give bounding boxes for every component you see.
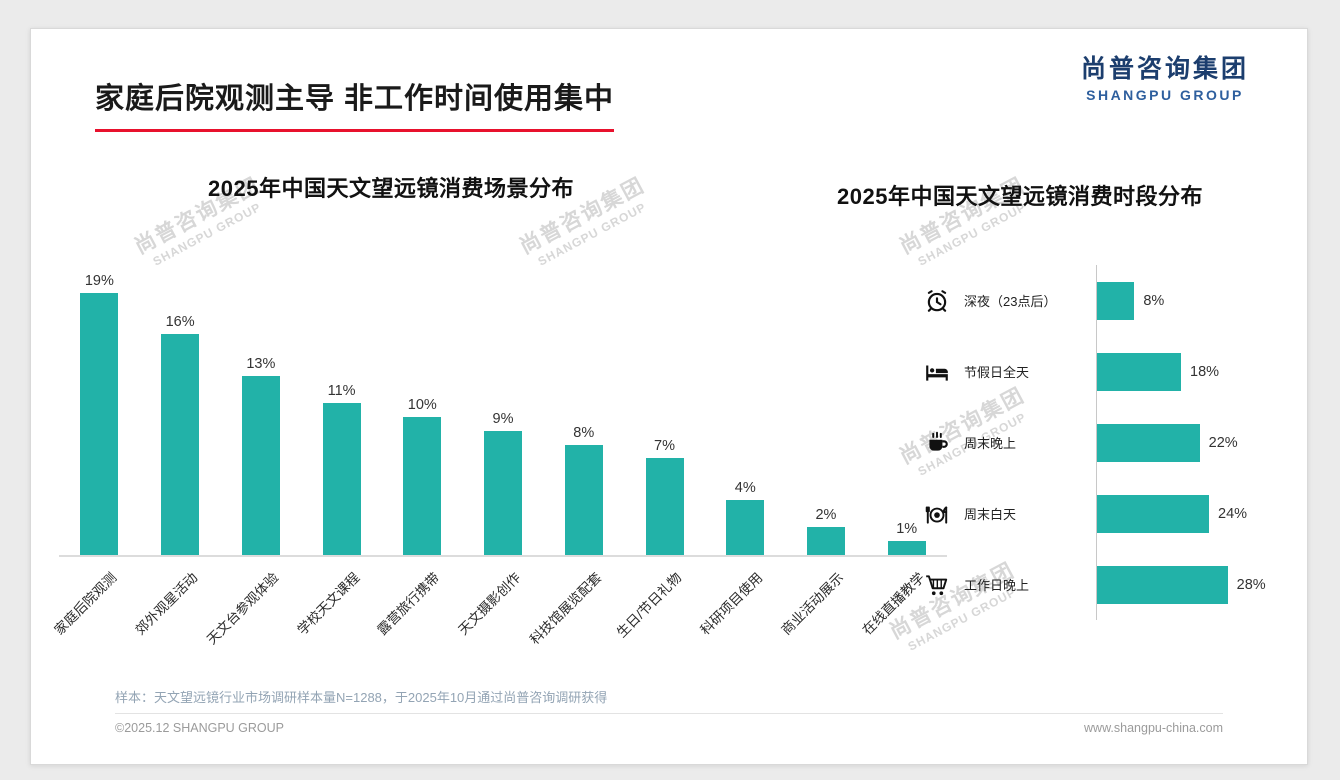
company-logo: 尚普咨询集团 SHANGPU GROUP	[1081, 49, 1249, 103]
page-header: 家庭后院观测主导 非工作时间使用集中	[95, 75, 615, 132]
bar-value-label: 18%	[1190, 363, 1220, 380]
bar-category-label: 天文摄影创作	[455, 569, 524, 638]
copyright-text: ©2025.12 SHANGPU GROUP	[115, 721, 284, 735]
dining-icon	[924, 501, 964, 527]
time-slot-bar-chart: 深夜（23点后） 8% 节假日全天 18% 周末晚上 22% 周末白天 24% 工作日晚上 28%	[924, 265, 1296, 620]
bar-value-label: 8%	[1143, 292, 1165, 309]
bar	[403, 417, 442, 555]
bar-value-label: 22%	[1208, 434, 1238, 451]
logo-cn-text: 尚普咨询集团	[1080, 55, 1249, 83]
hbar-track: 8%	[1096, 265, 1296, 336]
bar	[1097, 281, 1135, 320]
bar-column: 19%	[59, 273, 140, 555]
bar-value-label: 4%	[734, 479, 756, 496]
time-slot-label: 节假日全天	[964, 365, 1030, 380]
time-slot-row: 节假日全天 18%	[924, 336, 1296, 407]
bar-category-label: 在线直播教学	[859, 569, 928, 638]
bar-category-label: 科研项目使用	[697, 569, 766, 638]
time-slot-label: 工作日晚上	[964, 578, 1030, 593]
scenario-bar-chart: 19% 16% 13% 11% 10% 9% 8% 7% 4% 2% 1% 家庭后院观测 郊外观星活动…	[52, 255, 947, 675]
bar	[806, 527, 845, 555]
bar-value-label: 10%	[407, 397, 437, 413]
bar-value-label: 13%	[246, 355, 276, 372]
bar-category-label: 科技馆展览配套	[526, 569, 605, 648]
bar	[161, 334, 200, 555]
logo-en-text: SHANGPU GROUP	[1086, 87, 1244, 103]
bar-value-label: 16%	[165, 314, 195, 331]
bar-column: 4%	[705, 480, 786, 555]
bar	[322, 403, 361, 555]
bar	[241, 375, 280, 555]
bar-plot-area: 19% 16% 13% 11% 10% 9% 8% 7% 4% 2% 1%	[59, 255, 947, 557]
page-title: 家庭后院观测主导 非工作时间使用集中	[95, 75, 615, 132]
bar	[80, 292, 119, 555]
bar-value-label: 28%	[1236, 576, 1266, 593]
website-text: www.shangpu-china.com	[1084, 721, 1223, 735]
bar-category-axis: 家庭后院观测 郊外观星活动 天文台参观体验 学校天文课程 露营旅行携带 天文摄影创作 科技馆…	[52, 557, 947, 675]
bar	[645, 458, 684, 555]
time-slot-label: 周末晚上	[964, 436, 1017, 451]
bar	[484, 430, 523, 555]
bed-icon	[924, 359, 964, 385]
bar	[1097, 494, 1209, 533]
bar-value-label: 2%	[815, 507, 837, 524]
bar-value-label: 9%	[492, 410, 514, 427]
footer-divider	[115, 713, 1223, 714]
bar-column: 13%	[220, 356, 301, 555]
bar-column: 16%	[140, 314, 221, 555]
bar-column: 10%	[382, 397, 463, 555]
bar-column: 9%	[463, 411, 544, 555]
time-slot-row: 周末白天 24%	[924, 478, 1296, 549]
bar	[887, 541, 926, 555]
bar-column: 1%	[866, 521, 947, 555]
bar	[1097, 423, 1200, 462]
right-chart-title: 2025年中国天文望远镜消费时段分布	[837, 184, 1203, 209]
bar-column: 7%	[624, 438, 705, 555]
footer-row: ©2025.12 SHANGPU GROUP www.shangpu-china…	[115, 721, 1223, 735]
sample-note: 样本：天文望远镜行业市场调研样本量N=1288，于2025年10月通过尚普咨询调…	[115, 690, 608, 705]
alarm-clock-icon	[924, 288, 964, 314]
bar-category-label: 学校天文课程	[294, 569, 362, 638]
bar-category-label: 天文台参观体验	[203, 569, 282, 648]
bar-value-label: 24%	[1218, 505, 1248, 522]
time-slot-row: 周末晚上 22%	[924, 407, 1296, 478]
bar	[1097, 352, 1181, 391]
bar-category-label: 郊外观星活动	[132, 569, 201, 638]
bar-category-label: 生日/节日礼物	[614, 569, 685, 641]
hbar-track: 22%	[1096, 407, 1296, 478]
bar-category-label: 家庭后院观测	[51, 569, 120, 638]
bar-value-label: 11%	[327, 383, 356, 400]
hbar-track: 24%	[1096, 478, 1296, 549]
time-slot-row: 深夜（23点后） 8%	[924, 265, 1296, 336]
bar	[1097, 565, 1228, 604]
bar	[726, 499, 765, 555]
cart-icon	[924, 572, 964, 598]
bar-value-label: 7%	[654, 438, 675, 455]
bar-value-label: 1%	[896, 521, 918, 538]
bar	[564, 444, 603, 555]
slide: 尚普咨询集团 SHANGPU GROUP 尚普咨询集团 SHANGPU GROUP 尚普…	[30, 28, 1308, 765]
hbar-track: 18%	[1096, 336, 1296, 407]
bar-column: 11%	[301, 383, 382, 555]
left-chart-title: 2025年中国天文望远镜消费场景分布	[208, 176, 574, 201]
bar-column: 8%	[543, 425, 624, 555]
time-slot-row: 工作日晚上 28%	[924, 549, 1296, 620]
hbar-track: 28%	[1096, 549, 1296, 620]
bar-category-label: 商业活动展示	[778, 569, 847, 638]
time-slot-label: 周末白天	[964, 507, 1017, 522]
bar-category-label: 露营旅行携带	[374, 569, 443, 638]
coffee-icon	[924, 430, 964, 456]
time-slot-label: 深夜（23点后）	[964, 294, 1057, 309]
bar-column: 2%	[786, 507, 867, 555]
bar-value-label: 8%	[573, 424, 595, 441]
bar-value-label: 19%	[84, 272, 114, 289]
